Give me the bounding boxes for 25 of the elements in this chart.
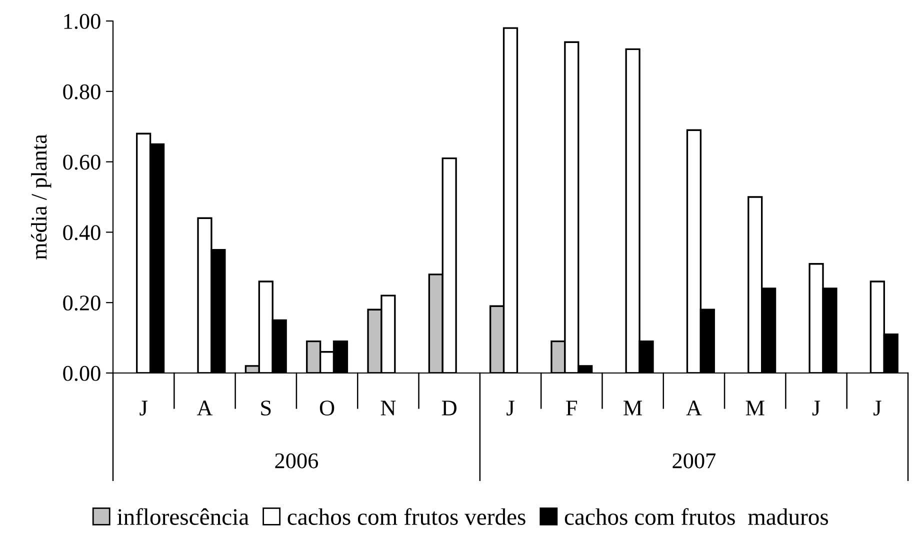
x-tick-label: J <box>140 400 148 416</box>
x-tick-label: A <box>196 400 213 416</box>
x-tick-label: A <box>686 400 702 416</box>
text: 2007 <box>672 453 716 468</box>
x-tick-label: F <box>566 400 578 416</box>
y-tick-label: 0.20 <box>63 296 100 311</box>
legend-label: cachos com frutos verdes <box>288 508 526 525</box>
x-tick-label: M <box>746 400 764 416</box>
x-tick-label: N <box>380 400 396 416</box>
text: 2006 <box>275 453 318 468</box>
x-tick-label: M <box>624 400 642 416</box>
y-axis-title: média / planta <box>31 134 52 260</box>
x-tick-label: J <box>506 400 514 416</box>
y-tick-label: 0.00 <box>63 366 100 382</box>
y-tick-label: 0.60 <box>63 154 100 170</box>
y-tick-label: 0.40 <box>63 225 100 240</box>
x-tick-label: D <box>442 400 456 416</box>
x-tick-label: O <box>320 400 334 416</box>
y-tick-label: 0.80 <box>63 84 100 100</box>
y-tick-label: 1.00 <box>64 14 100 30</box>
x-tick-label: S <box>261 400 271 416</box>
x-tick-label: J <box>812 400 820 416</box>
legend-label: inflorescência <box>117 508 249 525</box>
legend-label: cachos com frutos maduros <box>564 508 828 525</box>
x-tick-label: J <box>874 400 882 416</box>
